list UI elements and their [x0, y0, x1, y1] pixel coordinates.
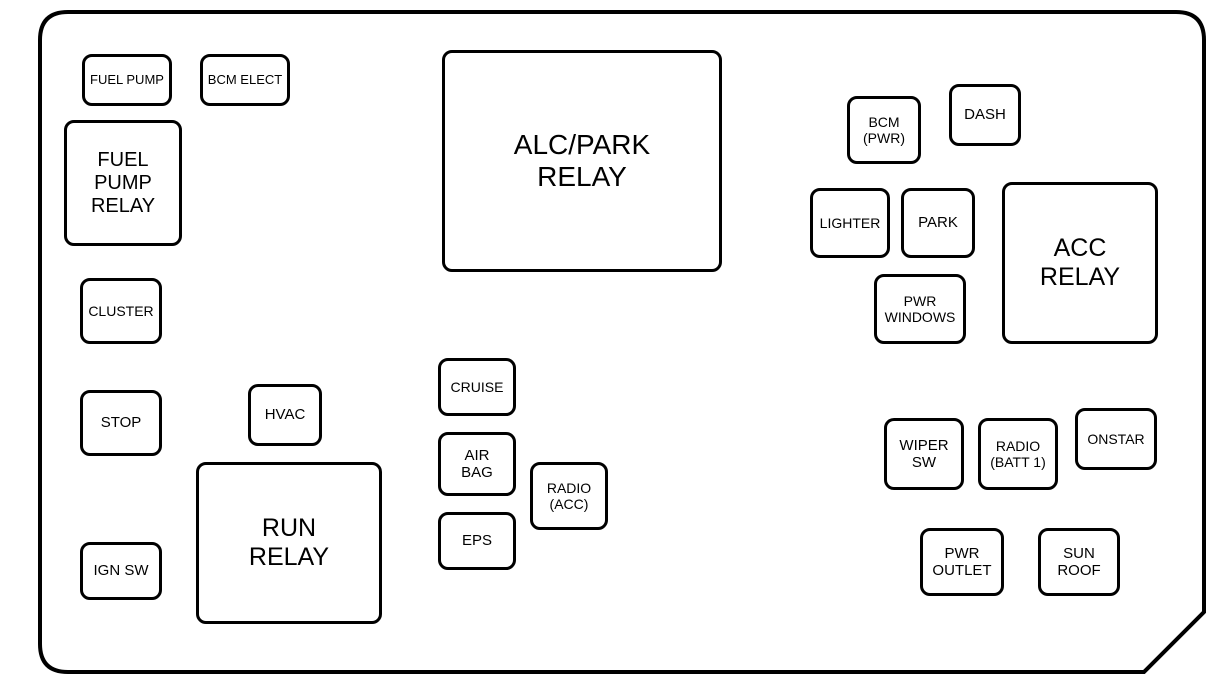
fuse-onstar: ONSTAR	[1075, 408, 1157, 470]
fuse-radio-acc: RADIO (ACC)	[530, 462, 608, 530]
fuse-label-air-bag: AIR BAG	[461, 447, 493, 482]
fuse-label-dash: DASH	[964, 106, 1006, 123]
fuse-sun-roof: SUN ROOF	[1038, 528, 1120, 596]
fuse-hvac: HVAC	[248, 384, 322, 446]
fuse-cruise: CRUISE	[438, 358, 516, 416]
fuse-label-run-relay: RUN RELAY	[249, 514, 329, 572]
fuse-pwr-outlet: PWR OUTLET	[920, 528, 1004, 596]
fuse-bcm-elect: BCM ELECT	[200, 54, 290, 106]
fuse-fuel-pump-relay: FUEL PUMP RELAY	[64, 120, 182, 246]
fuse-label-eps: EPS	[462, 532, 492, 549]
fuse-radio-batt1: RADIO (BATT 1)	[978, 418, 1058, 490]
fuse-eps: EPS	[438, 512, 516, 570]
fuse-lighter: LIGHTER	[810, 188, 890, 258]
fuse-label-cluster: CLUSTER	[88, 303, 153, 319]
fuse-label-bcm-pwr: BCM (PWR)	[863, 114, 905, 146]
fuse-bcm-pwr: BCM (PWR)	[847, 96, 921, 164]
fuse-air-bag: AIR BAG	[438, 432, 516, 496]
fuse-label-park: PARK	[918, 214, 958, 231]
fuse-label-hvac: HVAC	[265, 406, 306, 423]
fuse-label-lighter: LIGHTER	[820, 215, 881, 231]
fuse-label-ign-sw: IGN SW	[94, 562, 149, 579]
fuse-label-radio-acc: RADIO (ACC)	[547, 480, 591, 512]
fuse-label-fuel-pump-relay: FUEL PUMP RELAY	[91, 149, 155, 218]
fuse-wiper-sw: WIPER SW	[884, 418, 964, 490]
fuse-ign-sw: IGN SW	[80, 542, 162, 600]
fuse-label-fuel-pump: FUEL PUMP	[90, 73, 164, 88]
fuse-stop: STOP	[80, 390, 162, 456]
fuse-label-acc-relay: ACC RELAY	[1040, 234, 1120, 292]
fuse-dash: DASH	[949, 84, 1021, 146]
fuse-cluster: CLUSTER	[80, 278, 162, 344]
fuse-label-wiper-sw: WIPER SW	[899, 437, 948, 472]
fuse-park: PARK	[901, 188, 975, 258]
fuse-label-sun-roof: SUN ROOF	[1057, 545, 1100, 580]
fuse-label-bcm-elect: BCM ELECT	[208, 73, 282, 88]
fuse-pwr-windows: PWR WINDOWS	[874, 274, 966, 344]
fuse-label-radio-batt1: RADIO (BATT 1)	[990, 438, 1046, 470]
fuse-acc-relay: ACC RELAY	[1002, 182, 1158, 344]
fuse-alc-park-relay: ALC/PARK RELAY	[442, 50, 722, 272]
fuse-label-alc-park-relay: ALC/PARK RELAY	[514, 129, 650, 193]
fuse-run-relay: RUN RELAY	[196, 462, 382, 624]
fuse-fuel-pump: FUEL PUMP	[82, 54, 172, 106]
fuse-label-onstar: ONSTAR	[1087, 431, 1144, 447]
fuse-label-pwr-outlet: PWR OUTLET	[932, 545, 991, 580]
fuse-label-pwr-windows: PWR WINDOWS	[885, 293, 956, 325]
fuse-label-cruise: CRUISE	[451, 379, 504, 395]
fuse-label-stop: STOP	[101, 414, 142, 431]
